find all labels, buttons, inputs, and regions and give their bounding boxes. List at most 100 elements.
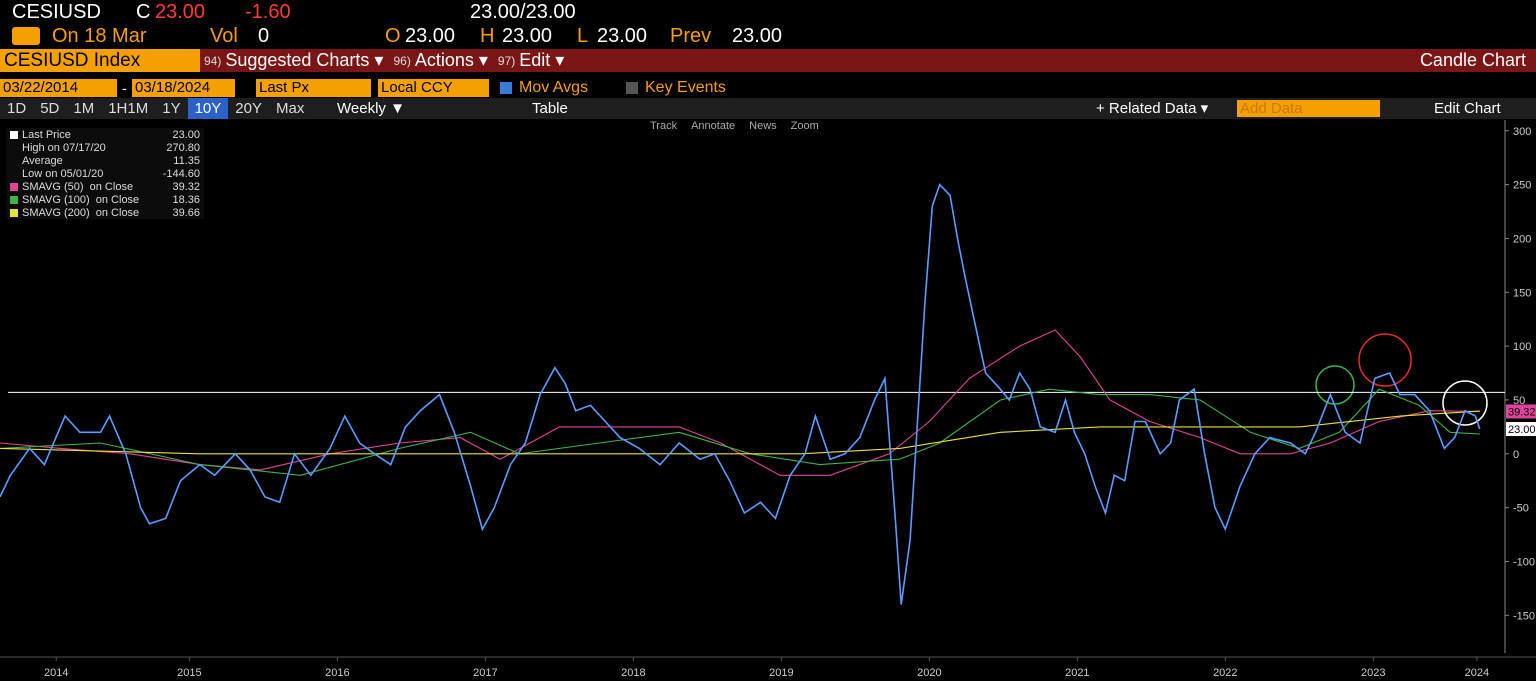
key-events[interactable]: Key Events (645, 79, 726, 96)
legend-value: 39.32 (172, 180, 200, 193)
chart-tool[interactable]: Track (650, 120, 678, 132)
date: On 18 Mar (52, 25, 147, 47)
y-tick-label: 200 (1513, 233, 1531, 245)
period-button[interactable]: 20Y (235, 100, 262, 117)
y-tick-label: 300 (1513, 126, 1531, 138)
add-data-input[interactable]: Add Data (1237, 100, 1380, 117)
high: 23.00 (502, 25, 553, 47)
period-buttons: 1D 5D 1M 1H1M 1Y 10Y 20Y Max (0, 98, 311, 119)
related-data[interactable]: + Related Data ▾ (1096, 100, 1209, 117)
period-button[interactable]: 1D (7, 100, 27, 117)
change: -1.60 (245, 1, 291, 23)
legend-swatch (10, 208, 18, 217)
period-button[interactable]: 1Y (162, 100, 181, 117)
legend-swatch (10, 195, 18, 204)
legend-entry: SMAVG (100) on Close 18.36 (6, 193, 204, 206)
bid-ask: 23.00/23.00 (470, 1, 576, 23)
annotation-circle (1442, 380, 1488, 426)
chart-tool[interactable]: News (749, 120, 777, 132)
moving-average (0, 329, 1480, 476)
ticker: CESIUSD (12, 1, 101, 23)
start-date[interactable]: 03/22/2014 (0, 79, 117, 97)
legend-swatch (10, 130, 18, 139)
x-tick-label: 2018 (621, 667, 645, 679)
y-tick-label: -150 (1513, 610, 1535, 622)
y-tick-label: 100 (1513, 341, 1531, 353)
price-tag (1506, 404, 1536, 419)
legend: Last Price 23.00 High on 07/17/20 270.80 Ave… (6, 128, 204, 219)
legend-label: SMAVG (50) on Close (22, 180, 134, 193)
price-tag-label: 39.32 (1508, 406, 1536, 418)
chart-tool[interactable]: Zoom (790, 120, 819, 132)
legend-entry: SMAVG (200) on Close 39.66 (6, 206, 204, 219)
prev: 23.00 (732, 25, 783, 47)
legend-entry: Last Price 23.00 (6, 128, 204, 141)
mov-avgs-checkbox[interactable] (500, 82, 512, 94)
currency-select[interactable]: Local CCY (378, 79, 489, 97)
chart-tool[interactable]: Annotate (691, 120, 736, 132)
low-label: L (577, 25, 589, 47)
y-tick-label: -50 (1513, 503, 1529, 515)
prev-label: Prev (670, 25, 712, 47)
date-sep: - (122, 80, 127, 96)
gauge-icon[interactable] (12, 27, 40, 45)
annotation-circle (1358, 333, 1412, 387)
toolbar (0, 98, 1536, 119)
price-tag (1506, 422, 1536, 437)
moving-average (0, 388, 1480, 476)
legend-label: Low on 05/01/20 (22, 167, 104, 180)
period-button[interactable]: 1H1M (108, 100, 149, 117)
end-date[interactable]: 03/18/2024 (132, 79, 235, 97)
x-tick-label: 2024 (1465, 667, 1489, 679)
vol-label: Vol (210, 25, 238, 47)
x-tick-label: 2020 (917, 667, 941, 679)
x-tick-label: 2017 (473, 667, 497, 679)
legend-value: 270.80 (166, 141, 200, 154)
legend-label: SMAVG (100) on Close (22, 193, 140, 206)
menu-label: Actions ▾ (414, 50, 488, 70)
legend-value: 23.00 (172, 128, 200, 141)
menu-number: 94) (204, 53, 222, 68)
field-select[interactable]: Last Px (256, 79, 371, 97)
menu-item[interactable]: 94) Suggested Charts ▾ (204, 49, 383, 72)
legend-entry: Average 11.35 (6, 154, 204, 167)
low: 23.00 (597, 25, 648, 47)
chart-tools: Track Annotate News Zoom (650, 120, 819, 132)
price-line (0, 183, 1481, 605)
legend-label: High on 07/17/20 (22, 141, 106, 154)
legend-swatch (10, 182, 18, 191)
period-button[interactable]: 5D (40, 100, 60, 117)
y-tick-label: -100 (1513, 556, 1535, 568)
period-button[interactable]: 10Y (187, 98, 229, 119)
legend-value: -144.60 (162, 167, 200, 180)
key-events-checkbox[interactable] (626, 82, 638, 94)
open-label: O (385, 25, 401, 47)
x-tick-label: 2019 (769, 667, 793, 679)
menu-item[interactable]: 97) Edit ▾ (498, 49, 564, 72)
chart-type: Candle Chart (1419, 50, 1526, 70)
x-tick-label: 2016 (325, 667, 349, 679)
mov-avgs[interactable]: Mov Avgs (519, 79, 589, 96)
menu-item[interactable]: 96) Actions ▾ (393, 49, 487, 72)
table-button[interactable]: Table (532, 100, 568, 117)
legend-entry: Low on 05/01/20 -144.60 (6, 167, 204, 180)
frequency[interactable]: Weekly ▼ (337, 100, 405, 117)
period-button[interactable]: 1M (73, 100, 95, 117)
y-tick-label: 50 (1513, 395, 1525, 407)
period-button[interactable]: Max (276, 100, 305, 117)
legend-value: 18.36 (172, 193, 200, 206)
vol: 0 (258, 25, 270, 47)
open: 23.00 (405, 25, 456, 47)
menu-number: 96) (393, 53, 411, 68)
edit-chart[interactable]: Edit Chart (1434, 100, 1501, 117)
menu-number: 97) (497, 53, 516, 68)
legend-value: 11.35 (173, 154, 200, 167)
security-box[interactable]: CESIUSD Index (0, 49, 200, 72)
menu-label: Edit ▾ (519, 50, 565, 70)
chart: -150 -100 -50 0 50 100 150 200 250 300 2014 2015 201… (0, 120, 1536, 679)
legend-label: Average (22, 154, 63, 167)
x-tick-label: 2014 (44, 667, 68, 679)
x-tick-label: 2022 (1213, 667, 1237, 679)
legend-entry: SMAVG (50) on Close 39.32 (6, 180, 204, 193)
